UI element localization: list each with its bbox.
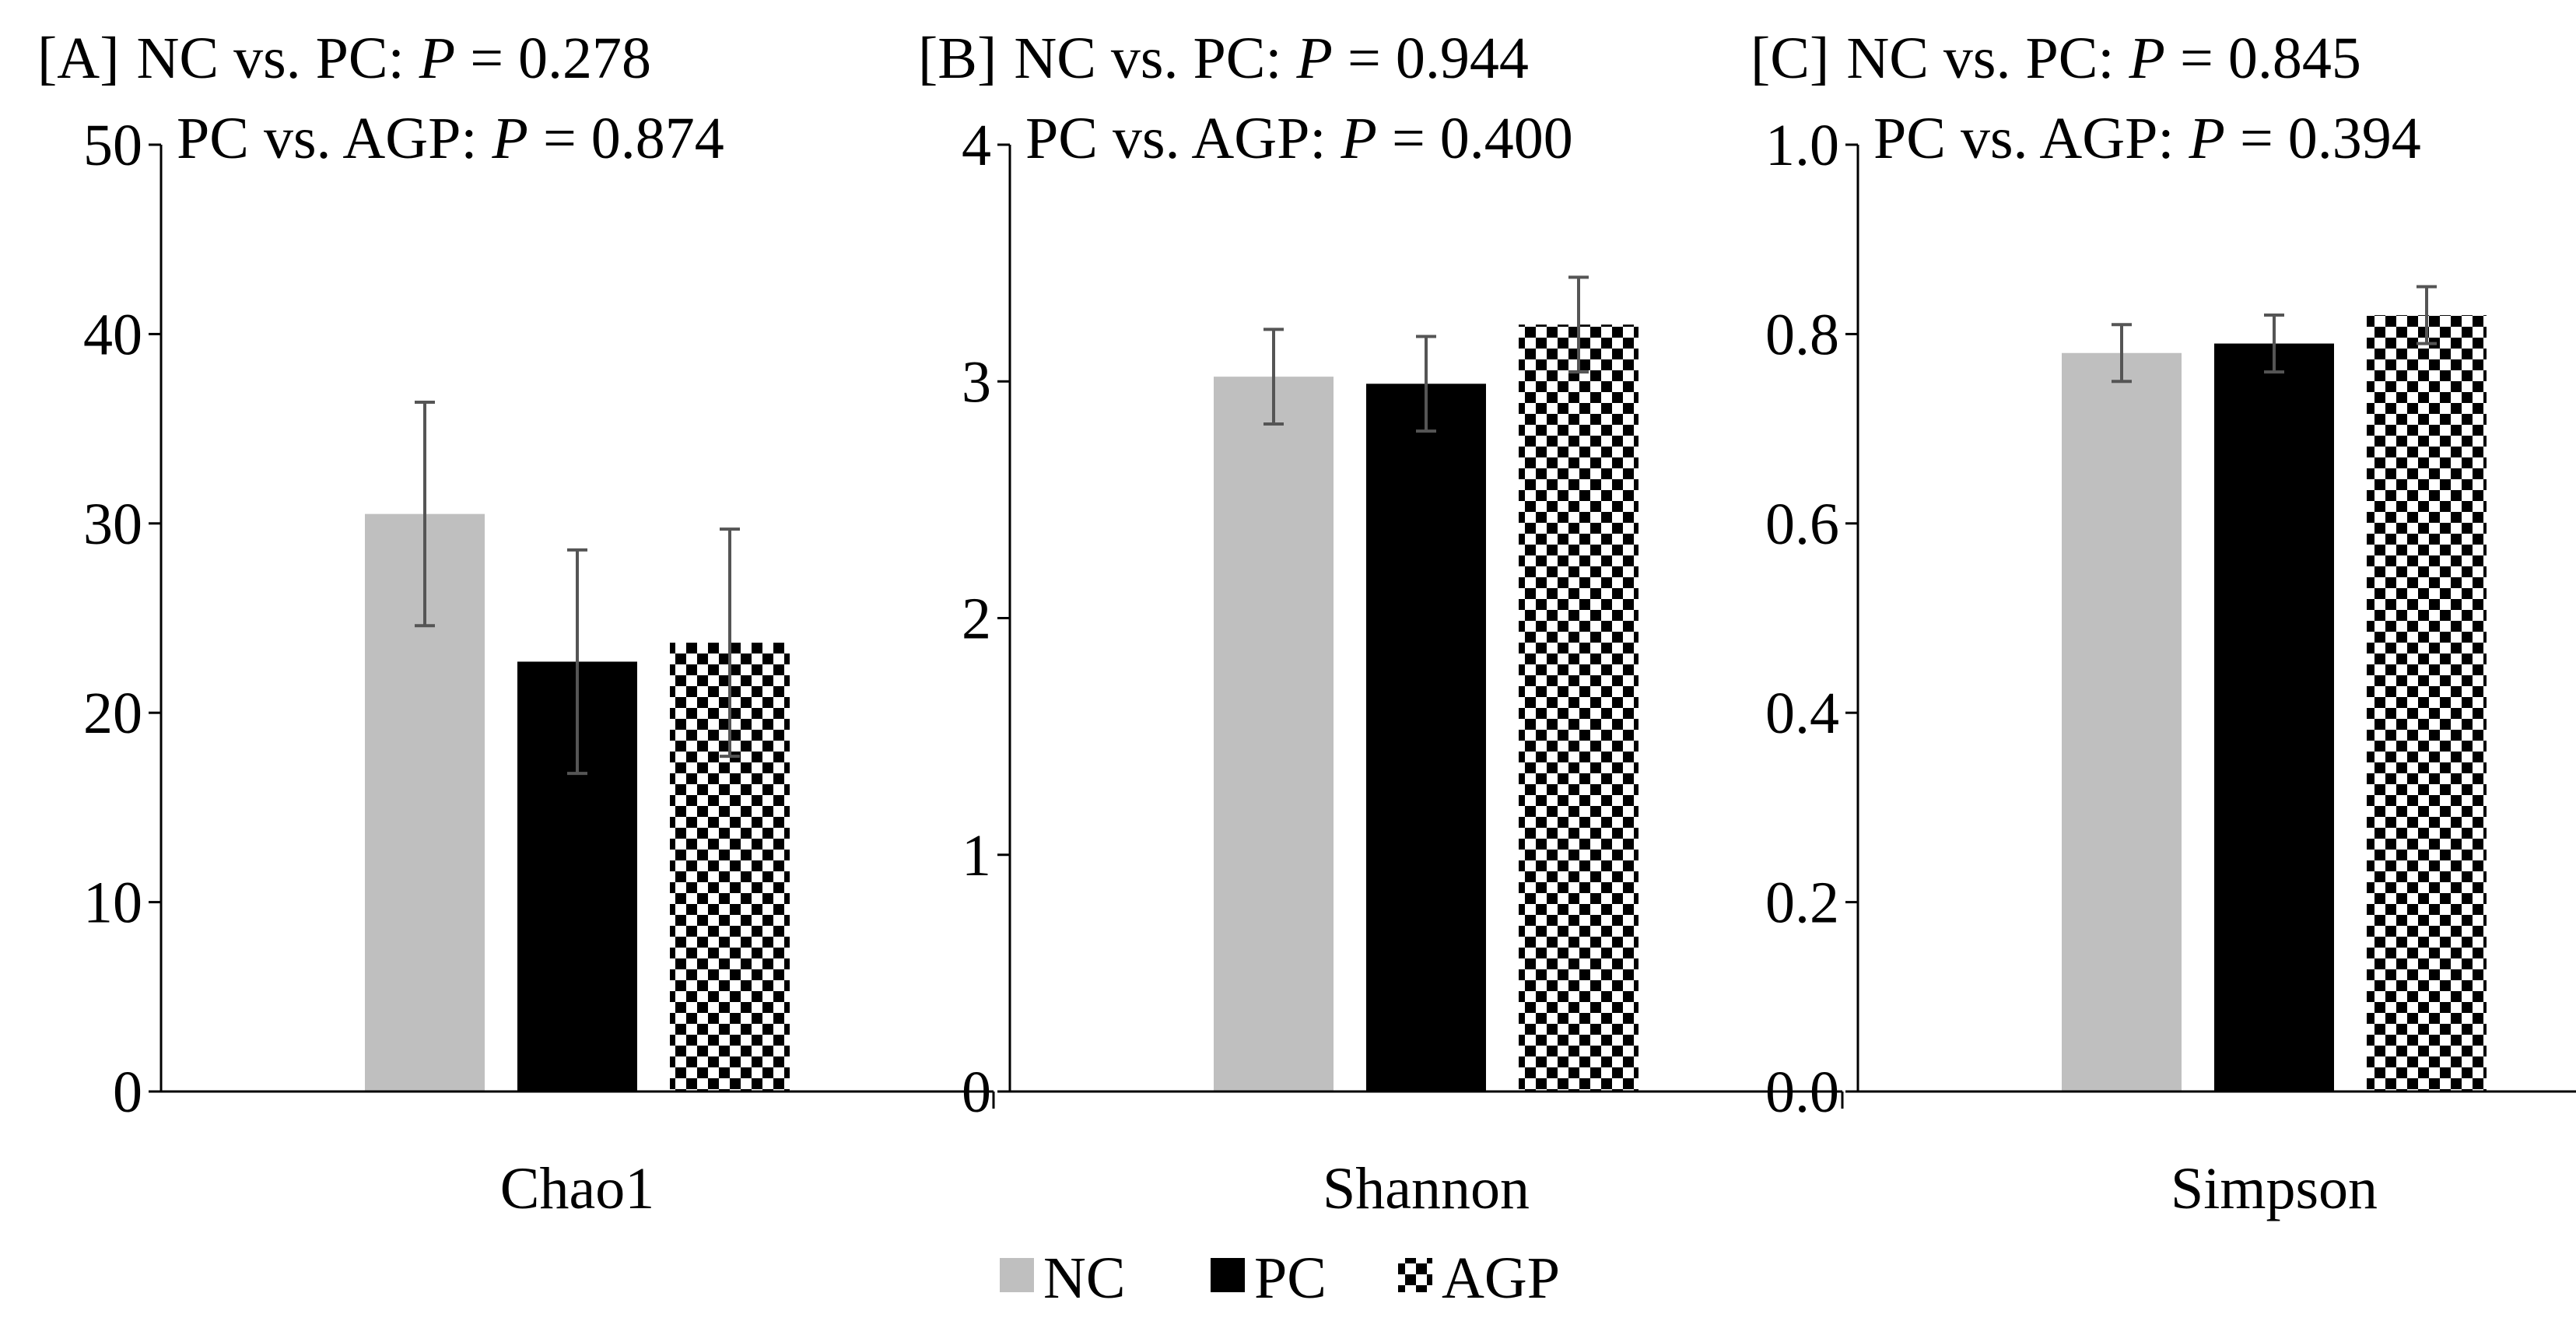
- panel-label: [C]: [1751, 26, 1829, 91]
- error-bar-nc: [1263, 328, 1284, 426]
- legend-swatch-nc: [1000, 1258, 1034, 1292]
- p-symbol: P: [2129, 26, 2165, 91]
- y-tick-label: 1: [962, 823, 991, 888]
- error-bar-agp: [720, 527, 740, 759]
- y-tick-label: 2: [962, 587, 991, 652]
- error-bar-nc: [2112, 323, 2132, 384]
- y-tick-label: 10: [83, 871, 142, 936]
- legend-label-pc: PC: [1254, 1246, 1327, 1311]
- y-tick-label: 0.0: [1765, 1060, 1839, 1125]
- error-bar-pc: [1416, 335, 1436, 433]
- y-tick-label: 0: [962, 1060, 991, 1125]
- y-tick-label: 0.6: [1765, 492, 1839, 557]
- comparison-text: PC vs. AGP:: [177, 106, 492, 171]
- legend-item-pc: PC: [1211, 1246, 1327, 1311]
- p-value: = 0.394: [2225, 106, 2421, 171]
- legend-item-agp: AGP: [1398, 1246, 1560, 1311]
- bar-nc: [1214, 377, 1334, 1091]
- p-symbol: P: [1296, 26, 1333, 91]
- y-tick-label: 0: [113, 1060, 142, 1125]
- p-symbol: P: [2189, 106, 2225, 171]
- panel-label: [B]: [918, 26, 997, 91]
- p-symbol: P: [492, 106, 528, 171]
- comparison-text: NC vs. PC:: [1846, 26, 2129, 91]
- legend-swatch-agp: [1398, 1258, 1432, 1292]
- panel-b: 0 1 2 3 4 Shannon [B] NC vs. PC: P = 0.944 PC vs…: [918, 26, 1844, 1221]
- comparison-text: PC vs. AGP:: [1025, 106, 1341, 171]
- y-tick-label: 0.2: [1765, 871, 1839, 936]
- legend-swatch-pc: [1211, 1258, 1245, 1292]
- error-bar-agp: [2417, 285, 2437, 345]
- error-bar-pc: [2264, 314, 2284, 374]
- y-tick-label: 50: [83, 113, 142, 178]
- y-tick-label: 30: [83, 492, 142, 557]
- legend-label-nc: NC: [1043, 1246, 1126, 1311]
- annotation-line-1: [A] NC vs. PC: P = 0.278: [37, 26, 651, 91]
- comparison-text: NC vs. PC:: [137, 26, 419, 91]
- error-bar-agp: [1568, 275, 1589, 374]
- bar-pc: [1366, 384, 1486, 1092]
- p-symbol: P: [1341, 106, 1377, 171]
- p-value: = 0.400: [1377, 106, 1573, 171]
- error-bar-nc: [415, 401, 435, 628]
- y-tick-label: 3: [962, 349, 991, 415]
- p-value: = 0.278: [455, 26, 651, 91]
- p-value: = 0.874: [528, 106, 724, 171]
- legend-label-agp: AGP: [1442, 1246, 1560, 1311]
- panel-label: [A]: [37, 26, 120, 91]
- annotation-line-2: PC vs. AGP: P = 0.400: [1025, 106, 1573, 171]
- x-axis-label: Simpson: [2171, 1156, 2378, 1221]
- x-axis-label: Shannon: [1323, 1156, 1530, 1221]
- annotation-line-2: PC vs. AGP: P = 0.394: [1873, 106, 2421, 171]
- p-value: = 0.845: [2165, 26, 2361, 91]
- y-tick-label: 40: [83, 302, 142, 367]
- legend: NC PC AGP: [1000, 1246, 1560, 1311]
- x-axis-label: Chao1: [500, 1156, 654, 1221]
- panel-c: 0.0 0.2 0.4 0.6 0.8 1.0 Simpson [C] NC vs. PC: P…: [1751, 26, 2576, 1221]
- bar-pc: [2214, 343, 2334, 1091]
- bar-agp: [2367, 315, 2487, 1091]
- legend-item-nc: NC: [1000, 1246, 1126, 1311]
- comparison-text: PC vs. AGP:: [1873, 106, 2189, 171]
- y-tick-label: 20: [83, 681, 142, 746]
- annotation-line-2: PC vs. AGP: P = 0.874: [177, 106, 724, 171]
- annotation-line-1: [B] NC vs. PC: P = 0.944: [918, 26, 1529, 91]
- bar-agp: [1519, 324, 1638, 1092]
- y-tick-label: 0.4: [1765, 681, 1839, 746]
- p-value: = 0.944: [1333, 26, 1529, 91]
- comparison-text: NC vs. PC:: [1014, 26, 1296, 91]
- y-tick-label: 1.0: [1765, 113, 1839, 178]
- bar-nc: [2062, 352, 2182, 1091]
- y-tick-label: 4: [962, 113, 991, 178]
- annotation-line-1: [C] NC vs. PC: P = 0.845: [1751, 26, 2361, 91]
- y-tick-label: 0.8: [1765, 302, 1839, 367]
- error-bar-pc: [567, 548, 587, 776]
- p-symbol: P: [419, 26, 455, 91]
